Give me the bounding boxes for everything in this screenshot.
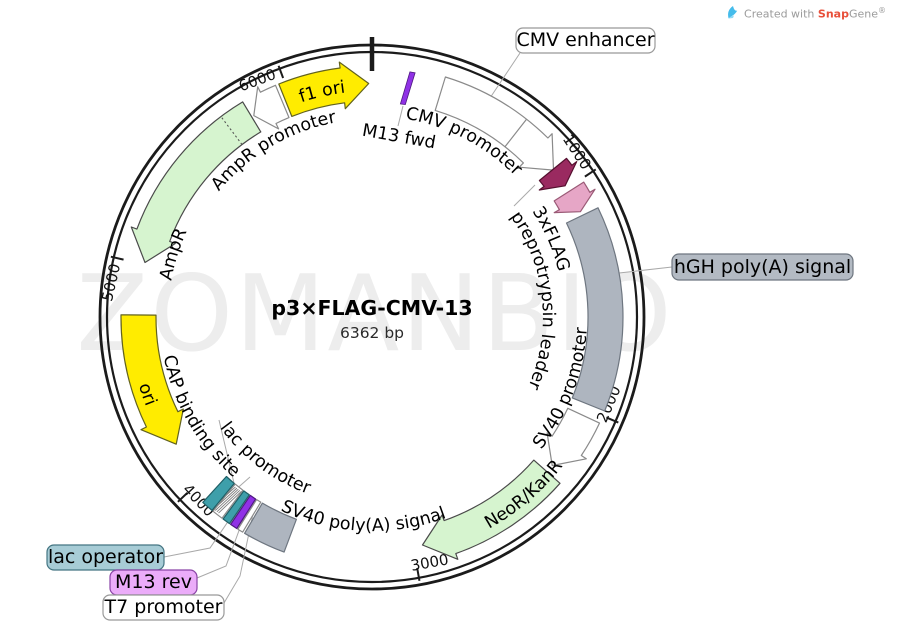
- feature-ori: [120, 314, 184, 445]
- callout-box-hgh-polya-signal: [671, 253, 854, 281]
- callout-label-lac-operator: lac operator: [48, 546, 163, 568]
- credit-prefix: Created with: [744, 7, 818, 21]
- feature-boundary-dotted-ampr: [220, 116, 243, 145]
- credit-brand-snap: Snap: [817, 7, 849, 21]
- feature-sv40-promoter: [546, 407, 601, 467]
- feature-cap-binding-site: [202, 475, 235, 511]
- plasmid-size: 6362 bp: [340, 324, 404, 342]
- tick-6000: [277, 65, 285, 79]
- credit-registered-mark: ®: [878, 6, 886, 15]
- feature-m13-fwd: [399, 71, 416, 106]
- feature-label-sv40-polya-signal: SV40 poly(A) signal: [278, 497, 448, 536]
- hatch-line-lac-promoter: [213, 487, 238, 510]
- feature-m13-rev: [230, 494, 257, 530]
- credit-brand-gene: Gene: [848, 7, 878, 21]
- feature-ampr: [130, 101, 262, 264]
- plasmid-title: p3×FLAG-CMV-13: [271, 296, 472, 320]
- feature-t7-promoter: [237, 499, 262, 533]
- hatch-line-lac-promoter: [214, 488, 239, 511]
- tick-3000: [416, 567, 421, 581]
- feature-flag-3x: [553, 181, 596, 214]
- leader-preprotrypsin: [513, 184, 536, 207]
- tick-2000: [605, 416, 619, 424]
- callout-label-hgh-polya-signal: hGH poly(A) signal: [674, 256, 851, 278]
- leader-cmv-enhancer: [489, 52, 521, 99]
- callout-label-t7-promoter: T7 promoter: [104, 596, 223, 618]
- tick-4000: [177, 492, 189, 503]
- callout-label-m13-rev: M13 rev: [115, 571, 192, 593]
- feature-hgh-polya-signal: [565, 207, 624, 412]
- leader-hgh-polya-signal: [618, 266, 673, 274]
- snapgene-credit: Created with SnapGene®: [726, 6, 886, 21]
- tick-5000: [110, 255, 124, 261]
- callout-box-t7-promoter: [102, 594, 225, 621]
- callout-label-cmv-enhancer: CMV enhancer: [516, 29, 654, 51]
- callout-box-cmv-enhancer: [515, 27, 656, 54]
- leader-m13-fwd: [397, 105, 404, 127]
- feature-lac-operator: [222, 490, 250, 525]
- hatch-line-lac-promoter: [218, 491, 242, 514]
- hatch-line-lac-promoter: [216, 490, 241, 513]
- feature-preprotrypsin-leader: [538, 157, 578, 191]
- callout-box-lac-operator: [46, 544, 165, 571]
- snapgene-logo-icon: [728, 6, 738, 19]
- feature-neor-kanr: [421, 459, 561, 560]
- feature-ampr-promoter: [253, 84, 290, 130]
- feature-divider-cmv-enhancer-promoter: [504, 118, 528, 148]
- watermark-text: ZOMANBIO: [76, 253, 673, 375]
- feature-f1-ori: [278, 61, 370, 117]
- tick-1000: [584, 168, 597, 178]
- feature-sv40-polya-signal: [244, 502, 297, 553]
- feature-label-text-sv40-polya-signal: SV40 poly(A) signal: [278, 497, 448, 536]
